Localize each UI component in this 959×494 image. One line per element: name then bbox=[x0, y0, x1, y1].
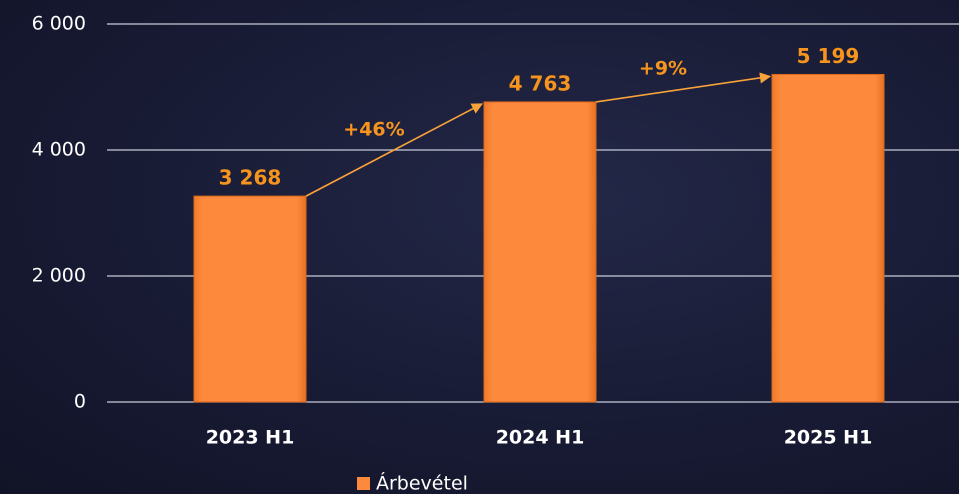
growth-arrow bbox=[595, 72, 772, 103]
data-label: 5 199 bbox=[797, 44, 860, 68]
x-tick-label: 2023 H1 bbox=[206, 427, 295, 449]
data-label: 4 763 bbox=[509, 71, 572, 95]
y-tick-label: 4 000 bbox=[32, 139, 86, 161]
growth-arrow bbox=[305, 103, 483, 197]
bar bbox=[483, 101, 597, 403]
x-tick-label: 2024 H1 bbox=[496, 427, 585, 449]
legend-swatch bbox=[357, 477, 370, 490]
bar bbox=[771, 73, 885, 403]
y-tick-label: 6 000 bbox=[32, 13, 86, 35]
growth-annotation: +9% bbox=[639, 58, 687, 80]
y-tick-label: 2 000 bbox=[32, 265, 86, 287]
x-tick-label: 2025 H1 bbox=[784, 427, 873, 449]
bar bbox=[193, 195, 307, 403]
growth-annotation: +46% bbox=[343, 119, 404, 141]
legend-label: Árbevétel bbox=[376, 472, 468, 494]
data-label: 3 268 bbox=[219, 166, 282, 190]
y-tick-label: 0 bbox=[74, 391, 86, 413]
